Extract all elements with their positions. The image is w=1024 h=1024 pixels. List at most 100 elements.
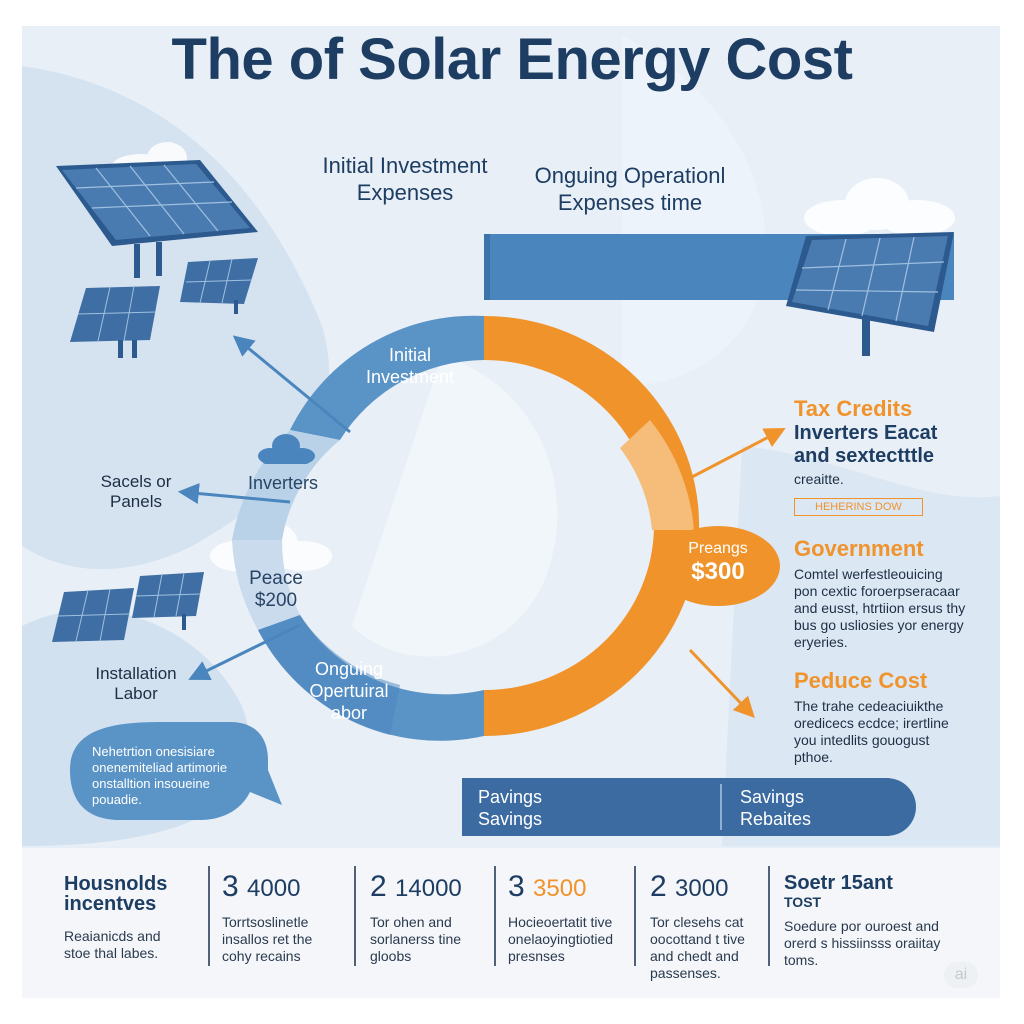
government-body-line3: and eusst, htrtiion ersus thy — [794, 600, 966, 616]
stat-divider — [208, 866, 210, 966]
arrow-to-tax-credits — [689, 428, 786, 480]
ring-label-peace-line2: $200 — [254, 590, 298, 611]
solar-panel-icon — [180, 258, 258, 314]
government-body-line5: eryeries. — [794, 634, 848, 650]
ring-label-ongoing-line3: abor — [330, 703, 368, 723]
ring-tax-segment — [620, 420, 694, 530]
tax-credits-body: creaitte. — [794, 471, 844, 487]
stat-1-value: 4000 — [247, 875, 301, 902]
label-installation-labor: Installation Labor — [76, 664, 196, 704]
stat-1-rank: 3 — [222, 870, 239, 903]
reduce-cost-heading: Peduce Cost — [794, 668, 928, 693]
stat-1-body2: insallos ret the — [222, 931, 313, 947]
stat-4-body1: Tor clesehs cat — [650, 914, 744, 930]
government-section: Government Comtel werfestleouicing pon c… — [794, 536, 994, 651]
stat-divider — [494, 866, 496, 966]
ring-label-peace-line1: Peace — [249, 568, 303, 589]
label-panels-line2: Panels — [110, 492, 162, 511]
label-panels-line1: Sacels or — [100, 472, 172, 491]
ring-label-ongoing-line1: Onguing — [314, 659, 384, 679]
government-body-line2: pon cextic foroerpseracaar — [794, 583, 960, 599]
ring-label-initial: Initial Investment — [350, 344, 470, 388]
ring-label-ongoing: Onguing Opertuiral abor — [294, 658, 404, 724]
ring-peace-segment — [232, 540, 300, 630]
header-initial-line2: Expenses — [356, 180, 454, 205]
ring-ongoing-segment — [484, 316, 700, 736]
stat-4-value: 3000 — [675, 875, 729, 902]
stat-households-title1: Housnolds — [64, 873, 168, 895]
arrow-to-installation — [188, 623, 301, 681]
savings-bar-right-line2: Rebaites — [740, 809, 812, 829]
stat-4-body3: and chedt and — [650, 948, 739, 964]
arrow-to-panels — [232, 335, 351, 434]
reduce-cost-section: Peduce Cost The trahe cedeaciuikthe ored… — [794, 668, 994, 766]
stat-last-sub: TOST — [784, 894, 822, 910]
savings-bar-left-line1: Pavings — [478, 787, 543, 807]
solar-panel-icon — [786, 232, 954, 356]
stat-divider — [768, 866, 770, 966]
stat-2-rank: 2 — [370, 870, 387, 903]
stat-divider — [354, 866, 356, 966]
info-bubble — [70, 722, 282, 820]
stat-3-rank: 3 — [508, 870, 525, 903]
stat-2-value: 14000 — [395, 875, 462, 902]
stat-2-body2: sorlanerss tine — [370, 931, 462, 947]
header-initial-line1: Initial Investment — [322, 153, 488, 178]
header-ongoing-line2: Expenses time — [557, 190, 703, 215]
stat-card-last: Soetr 15ant TOST Soedure por ouroest and… — [784, 872, 974, 969]
stat-last-body2: orerd s hissiinsss oraiitay — [784, 935, 941, 951]
stat-3-body1: Hocieoertatit tive — [508, 914, 613, 930]
reduce-cost-body-line2: oredicecs ecdce; irertline — [794, 715, 949, 731]
government-body-line4: bus go usliosies yor energy — [794, 617, 964, 633]
stat-card-4: 2 3000 Tor clesehs cat oocottand t tive … — [650, 870, 762, 982]
ring-label-inverters: Inverters — [247, 473, 319, 493]
reduce-cost-body-line1: The trahe cedeaciuikthe — [794, 698, 944, 714]
savings-bar-left-line2: Savings — [478, 809, 543, 829]
stat-last-title: Soetr 15ant — [784, 872, 893, 894]
header-ongoing-line1: Onguing Operationl — [534, 163, 726, 188]
watermark: ai — [944, 962, 978, 988]
info-bubble-text: Nehetrtion onesisiare onenemiteliad arti… — [92, 744, 262, 808]
solar-panel-icon — [56, 160, 258, 278]
stat-1-body3: cohy recains — [222, 948, 301, 964]
savings-bar-right: Savings Rebaites — [740, 786, 811, 830]
savings-bar: Pavings Savings Savings Rebaites — [462, 778, 916, 836]
arrow-to-reduce-cost — [688, 648, 755, 719]
stat-2-body3: gloobs — [370, 948, 412, 964]
center-savings-value: $300 — [691, 558, 745, 585]
label-installation-line2: Labor — [114, 684, 158, 703]
ring-label-initial-line2: Investment — [365, 367, 455, 387]
center-savings: Preangs $300 — [656, 540, 780, 586]
stat-4-body2: oocottand t tive — [650, 931, 745, 947]
center-savings-label: Preangs — [688, 540, 748, 557]
tax-credits-tag: HEHERINS DOW — [794, 498, 923, 516]
reduce-cost-body-line4: pthoe. — [794, 749, 833, 765]
tax-credits-sub1: Inverters Eacat — [794, 422, 938, 444]
ring-label-peace: Peace $200 — [236, 568, 316, 612]
stat-divider — [634, 866, 636, 966]
stat-2-body1: Tor ohen and — [370, 914, 452, 930]
bubble-line3: onstalltion insoueine — [92, 776, 210, 791]
bubble-line1: Nehetrtion onesisiare — [92, 744, 215, 759]
stat-3-value: 3500 — [533, 875, 587, 902]
stat-last-body3: toms. — [784, 952, 819, 968]
savings-bar-divider — [720, 784, 722, 830]
arrow-to-sacels — [177, 483, 291, 505]
stat-4-rank: 2 — [650, 870, 667, 903]
header-initial-investment: Initial Investment Expenses — [300, 152, 510, 206]
tax-credits-section: Tax Credits Inverters Eacat and sextectt… — [794, 396, 994, 516]
government-body-line1: Comtel werfestleouicing — [794, 566, 943, 582]
stat-households-body1: Reaianicds and — [64, 928, 161, 944]
stat-card-1: 3 4000 Torrtsoslinetle insallos ret the … — [222, 870, 352, 965]
stat-4-body4: passenses. — [650, 965, 721, 981]
stat-3-body2: onelaoyingtiotied — [508, 931, 614, 947]
savings-bar-left: Pavings Savings — [478, 786, 542, 830]
reduce-cost-body-line3: you intedlits gouogust — [794, 732, 930, 748]
ring-label-initial-line1: Initial — [388, 345, 432, 365]
cloud-icon — [804, 178, 955, 236]
cloud-icon — [258, 434, 315, 464]
bubble-line2: onenemiteliad artimorie — [92, 760, 228, 775]
tax-credits-sub2: and sextectttle — [794, 445, 935, 467]
stat-households-body2: stoe thal labes. — [64, 945, 159, 961]
